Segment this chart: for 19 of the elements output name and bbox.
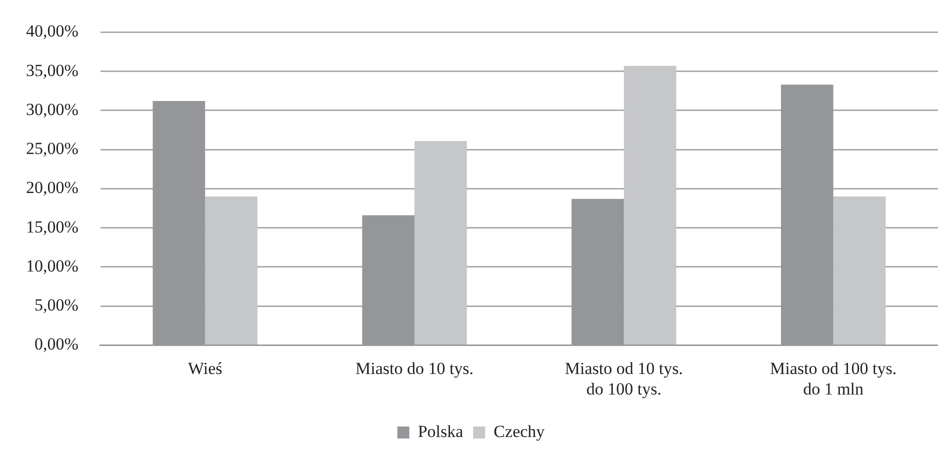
bar [624, 66, 676, 344]
legend-label: Czechy [494, 422, 546, 441]
y-tick-label: 25,00% [26, 139, 78, 158]
bar [833, 196, 886, 344]
y-tick-label: 0,00% [34, 334, 78, 354]
y-tick-label: 15,00% [26, 217, 78, 236]
y-tick-label: 10,00% [26, 256, 78, 276]
x-tick-label: Miasto od 10 tys. do 100 tys. [564, 358, 683, 398]
y-tick-label: 30,00% [26, 100, 78, 119]
x-tick-label: Miasto od 100 tys. do 1 mln [770, 358, 897, 398]
x-tick-label: Wieś [188, 358, 222, 378]
y-tick-label: 20,00% [26, 178, 78, 198]
legend-label: Polska [418, 422, 464, 441]
bar [205, 196, 258, 344]
bar [414, 140, 467, 344]
y-tick-label: 5,00% [34, 296, 78, 315]
y-tick-label: 35,00% [26, 60, 78, 80]
y-tick-label: 40,00% [26, 22, 78, 41]
x-tick-label: Miasto do 10 tys. [355, 358, 474, 378]
